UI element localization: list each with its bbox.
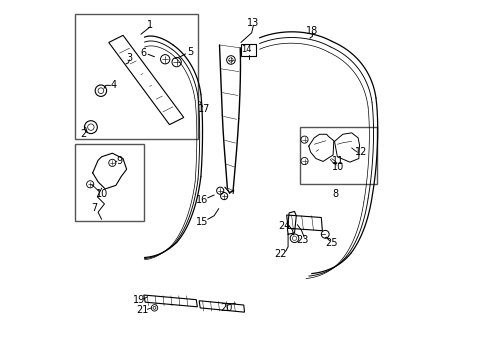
Text: 18: 18 <box>305 26 318 36</box>
Text: 10: 10 <box>95 189 107 199</box>
Text: 4: 4 <box>110 80 116 90</box>
Text: 12: 12 <box>354 147 366 157</box>
FancyBboxPatch shape <box>299 127 376 184</box>
FancyBboxPatch shape <box>241 44 256 56</box>
Text: 14: 14 <box>241 45 251 54</box>
Text: 20: 20 <box>220 302 232 312</box>
Text: 13: 13 <box>247 18 259 28</box>
Text: 2: 2 <box>80 129 86 139</box>
Text: 23: 23 <box>296 235 308 245</box>
Text: 24: 24 <box>278 221 290 231</box>
FancyBboxPatch shape <box>75 144 144 221</box>
Text: 7: 7 <box>91 203 98 212</box>
Text: 21: 21 <box>136 305 148 315</box>
Text: 1: 1 <box>146 19 153 30</box>
Text: 3: 3 <box>126 53 132 63</box>
Text: 8: 8 <box>332 189 338 199</box>
Text: 9: 9 <box>116 156 122 166</box>
FancyBboxPatch shape <box>75 14 198 139</box>
Text: 5: 5 <box>187 48 193 58</box>
Text: 25: 25 <box>325 238 337 248</box>
Text: 15: 15 <box>196 217 208 227</box>
Text: 19: 19 <box>133 296 145 305</box>
Text: 16: 16 <box>196 195 208 204</box>
Text: 6: 6 <box>141 48 146 58</box>
Text: 22: 22 <box>273 249 286 259</box>
Text: 10: 10 <box>331 162 344 172</box>
Text: 17: 17 <box>198 104 210 114</box>
Text: 11: 11 <box>331 156 344 166</box>
